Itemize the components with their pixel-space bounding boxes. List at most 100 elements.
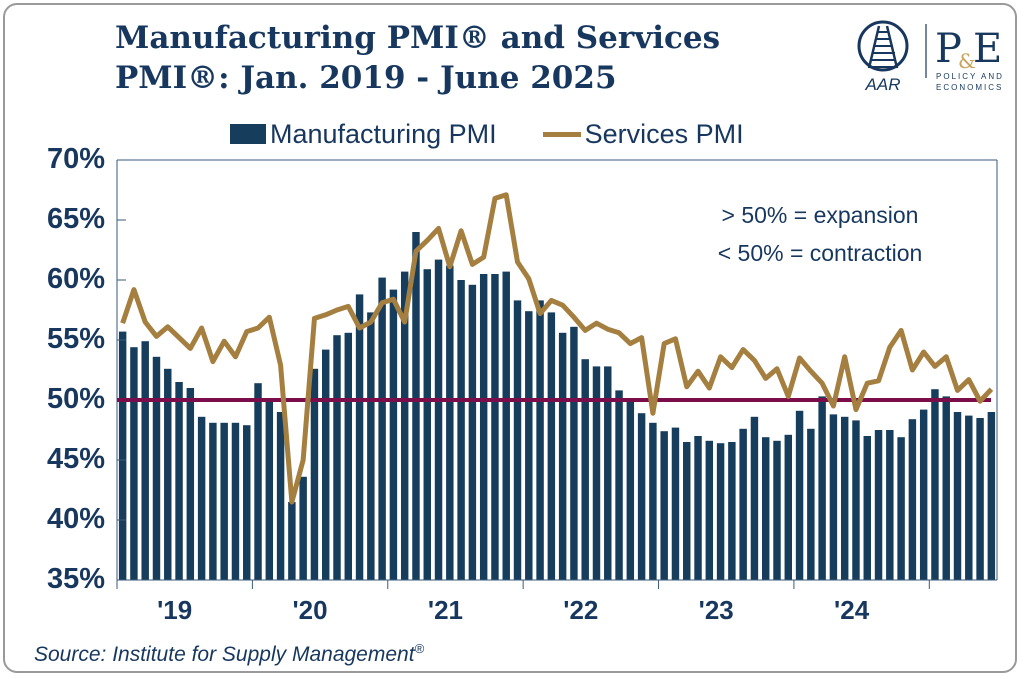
manufacturing-bar [683,442,691,580]
manufacturing-bar [874,430,883,580]
manufacturing-bar [965,415,973,580]
manufacturing-bar [333,335,341,580]
manufacturing-bar [400,271,409,580]
legend-swatch-manufacturing [230,124,266,144]
aar-pe-logo: AAR P & E POLICY AND ECONOMICS [855,16,1015,96]
manufacturing-bar [389,289,398,580]
manufacturing-bar [299,476,307,580]
manufacturing-bar [288,502,296,580]
source-text: Source: Institute for Supply Management [34,643,415,666]
manufacturing-bar [378,277,386,580]
manufacturing-bar [919,409,928,580]
manufacturing-bar [795,410,804,580]
manufacturing-bar [761,437,770,580]
legend-label-services: Services PMI [584,118,744,149]
manufacturing-bar [818,396,826,580]
legend-swatch-services [542,131,581,137]
x-tick-label: '23 [698,595,734,625]
registered-mark: ® [414,641,425,656]
manufacturing-bar [953,412,962,580]
manufacturing-bar [502,271,510,580]
manufacturing-bar [344,332,353,580]
manufacturing-bar [231,422,240,580]
svg-text:E: E [973,26,1002,72]
manufacturing-bar [840,416,849,580]
title-line-1: Manufacturing PMI® and Services [115,20,721,56]
manufacturing-bar [773,440,781,580]
manufacturing-bar [750,416,759,580]
manufacturing-bar [863,436,871,580]
x-tick-label: '21 [427,595,463,625]
manufacturing-bar [412,232,420,580]
manufacturing-bar [637,413,646,580]
manufacturing-bar [942,396,950,580]
manufacturing-bar [310,368,319,580]
x-tick-label: '22 [563,595,599,625]
manufacturing-bar [581,359,589,580]
manufacturing-bar [694,436,702,580]
manufacturing-bar [468,284,477,580]
manufacturing-bar [175,382,183,580]
manufacturing-bar [649,422,657,580]
svg-text:ECONOMICS: ECONOMICS [936,83,1003,92]
manufacturing-bar [536,300,544,580]
manufacturing-bar [209,422,217,580]
x-tick-label: '19 [157,595,193,625]
manufacturing-bar [355,294,364,580]
svg-text:P: P [935,26,962,72]
manufacturing-bar [660,431,668,580]
legend-label-manufacturing: Manufacturing PMI [270,118,497,149]
manufacturing-bar [671,427,680,580]
manufacturing-bar [220,422,228,580]
manufacturing-bar [716,443,725,580]
manufacturing-bar [434,259,443,580]
y-tick-label: 65% [46,203,105,235]
manufacturing-bar [728,442,736,580]
manufacturing-bar [784,434,793,580]
manufacturing-bar [243,425,251,580]
manufacturing-bar [265,398,274,580]
manufacturing-bar [513,300,522,580]
manufacturing-bar [931,389,939,580]
manufacturing-bar [604,366,612,580]
manufacturing-bar [152,356,161,580]
manufacturing-bar [852,420,860,580]
manufacturing-bar [615,390,623,580]
manufacturing-bar [479,274,488,580]
manufacturing-bar [908,419,917,580]
manufacturing-bar [829,414,838,580]
y-tick-label: 40% [46,503,105,535]
x-tick-label: '24 [834,595,870,625]
manufacturing-bar [491,274,499,580]
manufacturing-bar [547,312,556,580]
manufacturing-bar [897,437,905,580]
y-tick-label: 55% [46,323,105,355]
manufacturing-bar [592,366,601,580]
chart-frame [3,3,1017,673]
manufacturing-bar [457,280,465,580]
y-tick-label: 45% [46,443,105,475]
y-tick-label: 35% [46,563,105,595]
manufacturing-bar [739,428,747,580]
svg-text:AAR: AAR [865,75,901,94]
services-pmi-line [120,192,994,505]
manufacturing-bar [321,349,330,580]
manufacturing-bar [164,368,172,580]
x-tick-label: '20 [292,595,328,625]
svg-text:POLICY AND: POLICY AND [936,72,1004,81]
manufacturing-bar [276,412,285,580]
svg-text:&: & [958,49,976,73]
manufacturing-bar [886,430,894,580]
y-tick-label: 70% [46,143,105,175]
manufacturing-bar [626,400,635,580]
manufacturing-bar [254,383,262,580]
manufacturing-bar [423,269,431,580]
y-tick-label: 50% [46,383,105,415]
manufacturing-bar [141,341,149,580]
legend: Manufacturing PMI Services PMI [230,116,744,152]
manufacturing-bar [558,332,567,580]
manufacturing-bar [807,428,815,580]
y-tick-label: 60% [46,263,105,295]
manufacturing-bar [367,312,375,580]
